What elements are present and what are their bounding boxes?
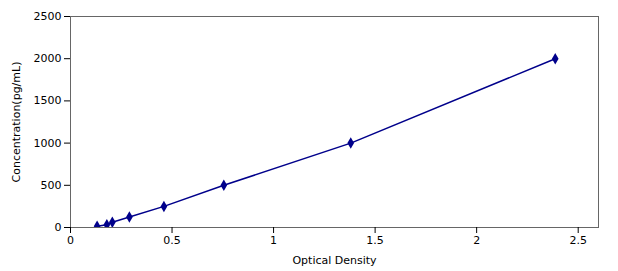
svg-text:1.5: 1.5 bbox=[366, 234, 384, 247]
svg-text:0: 0 bbox=[55, 221, 62, 234]
svg-text:2: 2 bbox=[473, 234, 480, 247]
svg-text:2500: 2500 bbox=[34, 10, 62, 23]
svg-text:1500: 1500 bbox=[34, 94, 62, 107]
svg-text:1000: 1000 bbox=[34, 137, 62, 150]
svg-text:Concentration(pg/mL): Concentration(pg/mL) bbox=[10, 62, 23, 183]
svg-text:0: 0 bbox=[67, 234, 74, 247]
svg-text:500: 500 bbox=[41, 179, 62, 192]
svg-text:2000: 2000 bbox=[34, 52, 62, 65]
svg-text:0.5: 0.5 bbox=[163, 234, 181, 247]
svg-text:Optical Density: Optical Density bbox=[292, 254, 377, 267]
svg-text:2.5: 2.5 bbox=[569, 234, 587, 247]
svg-text:1: 1 bbox=[270, 234, 277, 247]
